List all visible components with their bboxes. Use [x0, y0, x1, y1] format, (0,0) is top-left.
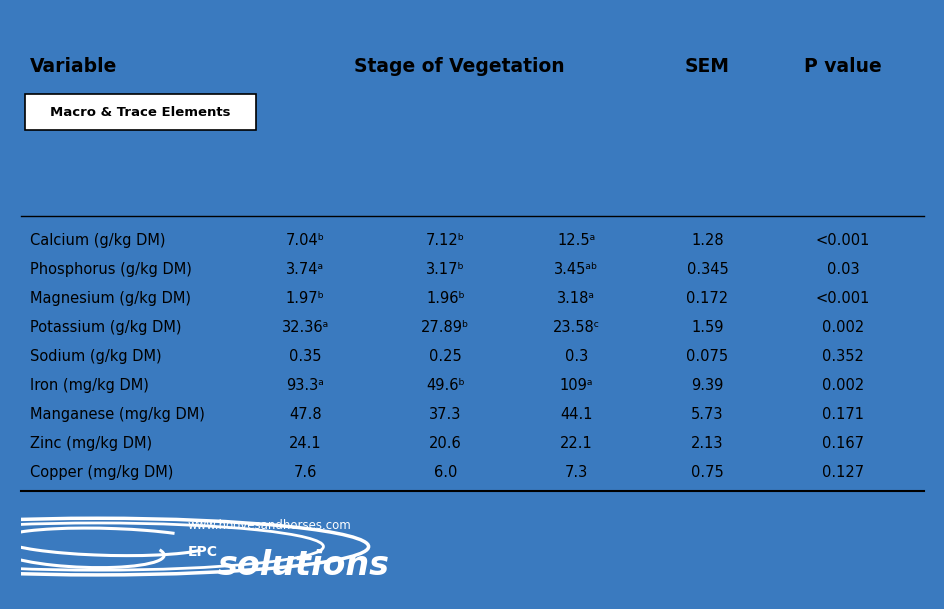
Text: Manganese (mg/kg DM): Manganese (mg/kg DM) — [30, 407, 205, 422]
Text: 0.352: 0.352 — [821, 349, 863, 364]
Text: 0.03: 0.03 — [826, 262, 858, 277]
Text: 0.075: 0.075 — [685, 349, 728, 364]
Text: 1.59: 1.59 — [690, 320, 723, 335]
Text: 7.6: 7.6 — [294, 465, 317, 481]
Text: May 16-23: May 16-23 — [400, 155, 490, 171]
Text: 22.1: 22.1 — [560, 436, 592, 451]
Text: DDV: DDV — [557, 185, 595, 199]
Text: P value: P value — [803, 57, 881, 76]
Text: EFB: EFB — [429, 185, 461, 199]
Text: May 2-4: May 2-4 — [271, 155, 339, 171]
Text: Zinc (mg/kg DM): Zinc (mg/kg DM) — [30, 436, 152, 451]
FancyBboxPatch shape — [25, 94, 256, 130]
Text: www.hoovesandhorses.com: www.hoovesandhorses.com — [188, 519, 351, 532]
Text: 47.8: 47.8 — [289, 407, 321, 422]
Text: 1.28: 1.28 — [690, 233, 723, 248]
Text: Magnesium (g/kg DM): Magnesium (g/kg DM) — [30, 291, 191, 306]
Text: Potassium (g/kg DM): Potassium (g/kg DM) — [30, 320, 181, 335]
Text: <0.001: <0.001 — [815, 233, 869, 248]
Text: 93.3ᵃ: 93.3ᵃ — [286, 378, 324, 393]
Text: Macro & Trace Elements: Macro & Trace Elements — [50, 105, 230, 119]
Text: 49.6ᵇ: 49.6ᵇ — [426, 378, 464, 393]
Text: 0.172: 0.172 — [685, 291, 728, 306]
Text: 12.5ᵃ: 12.5ᵃ — [557, 233, 595, 248]
Text: 6.0: 6.0 — [433, 465, 457, 481]
Text: 0.167: 0.167 — [821, 436, 863, 451]
Text: 1.96ᵇ: 1.96ᵇ — [426, 291, 464, 306]
Text: Iron (mg/kg DM): Iron (mg/kg DM) — [30, 378, 148, 393]
Text: July 20-Aug 10: July 20-Aug 10 — [514, 155, 638, 171]
Text: 109ᵃ: 109ᵃ — [559, 378, 593, 393]
Text: 5.73: 5.73 — [690, 407, 723, 422]
Text: Calcium (g/kg DM): Calcium (g/kg DM) — [30, 233, 165, 248]
Text: 0.345: 0.345 — [685, 262, 728, 277]
Text: Copper (mg/kg DM): Copper (mg/kg DM) — [30, 465, 173, 481]
Text: <0.001: <0.001 — [815, 291, 869, 306]
Text: 3.74ᵃ: 3.74ᵃ — [286, 262, 324, 277]
Text: 2.13: 2.13 — [690, 436, 723, 451]
Text: 0.3: 0.3 — [565, 349, 587, 364]
Text: solutions: solutions — [217, 549, 389, 582]
Text: 23.58ᶜ: 23.58ᶜ — [552, 320, 599, 335]
Text: 0.002: 0.002 — [821, 378, 863, 393]
Text: Variable: Variable — [30, 57, 117, 76]
Text: 3.45ᵃᵇ: 3.45ᵃᵇ — [554, 262, 598, 277]
Text: 0.35: 0.35 — [289, 349, 321, 364]
Text: 3.18ᵃ: 3.18ᵃ — [557, 291, 595, 306]
Text: 1.97ᵇ: 1.97ᵇ — [286, 291, 325, 306]
Text: 7.12ᵇ: 7.12ᵇ — [426, 233, 464, 248]
Text: 0.25: 0.25 — [429, 349, 462, 364]
Text: 0.127: 0.127 — [821, 465, 863, 481]
Text: 3.17ᵇ: 3.17ᵇ — [426, 262, 464, 277]
Text: 9.39: 9.39 — [690, 378, 723, 393]
Text: EEM: EEM — [287, 185, 323, 199]
Text: 24.1: 24.1 — [289, 436, 321, 451]
Text: Phosphorus (g/kg DM): Phosphorus (g/kg DM) — [30, 262, 192, 277]
Text: 7.3: 7.3 — [565, 465, 587, 481]
Text: 44.1: 44.1 — [560, 407, 592, 422]
Text: Sodium (g/kg DM): Sodium (g/kg DM) — [30, 349, 161, 364]
Text: 0.75: 0.75 — [690, 465, 723, 481]
Text: 0.171: 0.171 — [821, 407, 863, 422]
Text: 27.89ᵇ: 27.89ᵇ — [421, 320, 469, 335]
Text: 7.04ᵇ: 7.04ᵇ — [286, 233, 325, 248]
Text: 37.3: 37.3 — [429, 407, 461, 422]
Text: 32.36ᵃ: 32.36ᵃ — [281, 320, 329, 335]
Text: EPC: EPC — [188, 545, 218, 559]
Text: 0.002: 0.002 — [821, 320, 863, 335]
Text: 20.6: 20.6 — [429, 436, 462, 451]
Text: SEM: SEM — [684, 57, 729, 76]
Text: Stage of Vegetation: Stage of Vegetation — [353, 57, 564, 76]
